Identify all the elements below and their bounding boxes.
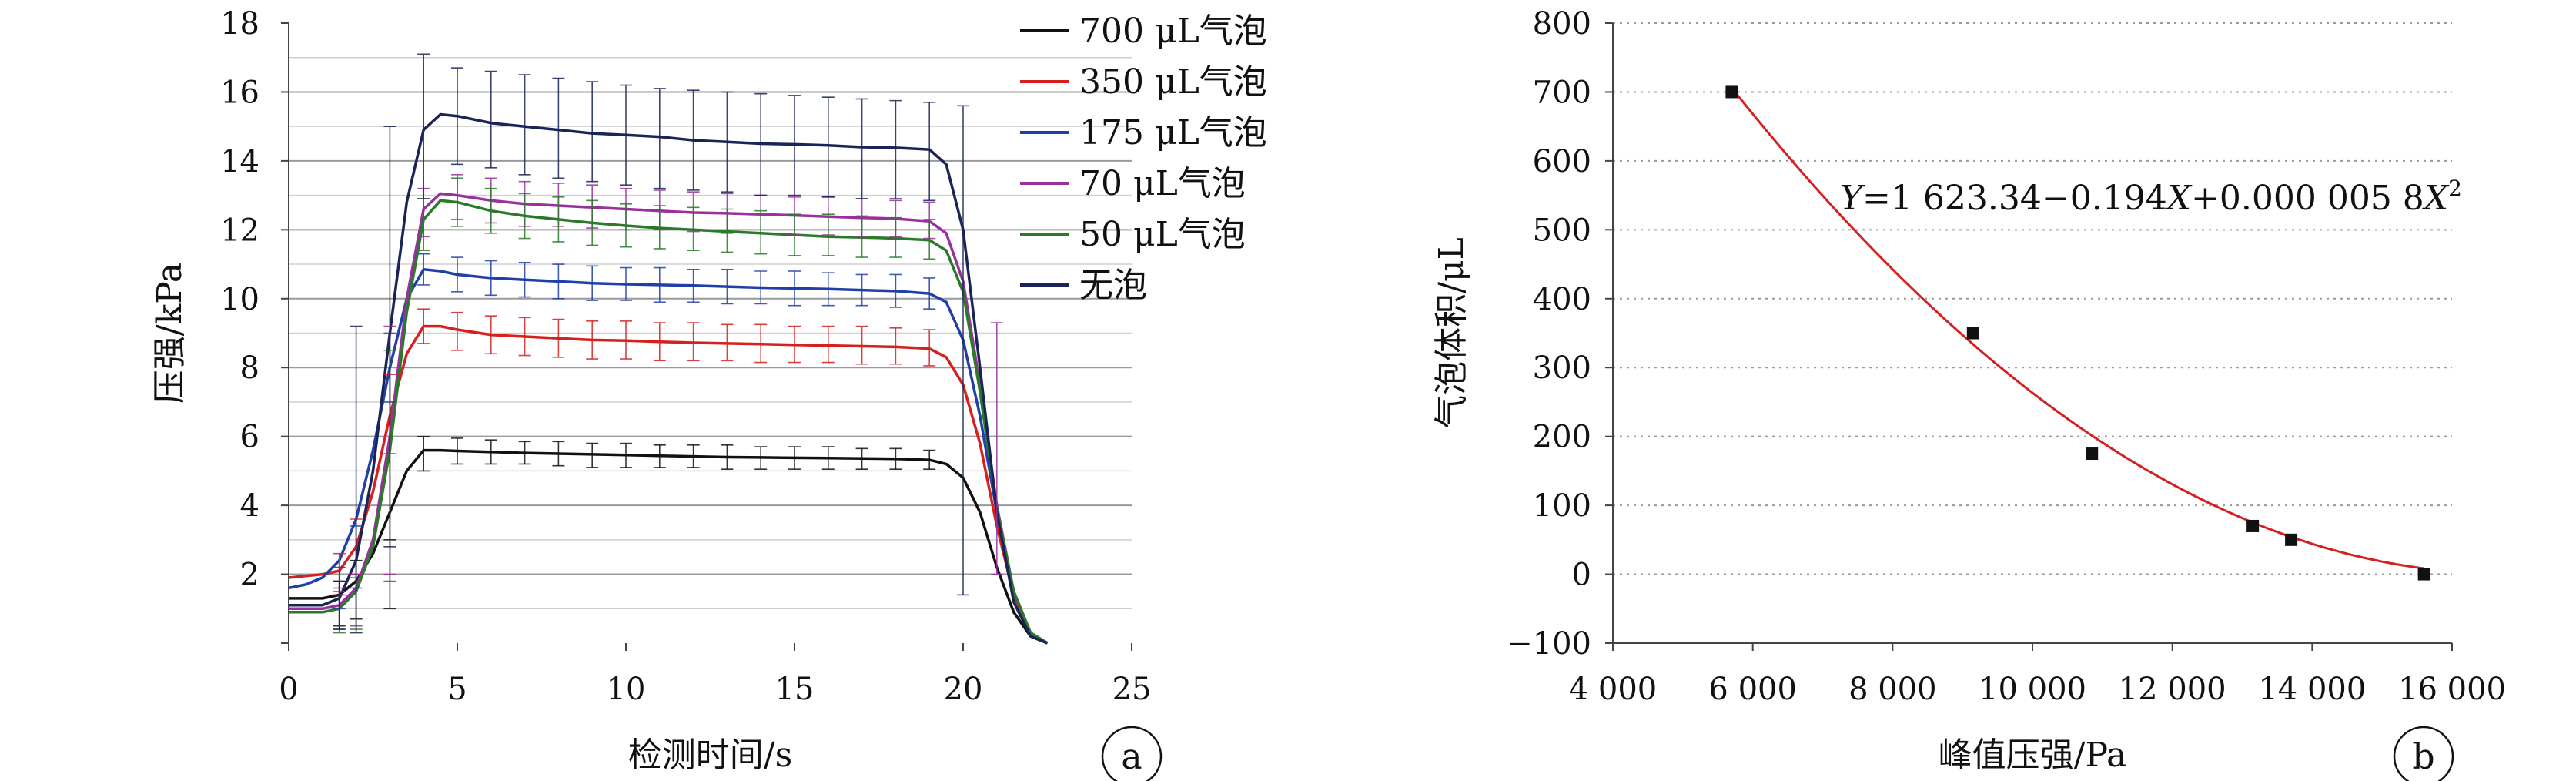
x-tick-label: 10 000 [1979,672,2086,707]
data-point [2246,519,2260,532]
y-gridlines [1613,22,2452,575]
legend-label: 175 μL气泡 [1079,113,1267,153]
y-tick-label: 200 [1533,420,1591,455]
y-tick-label: 600 [1533,144,1591,179]
y-tick-label: 0 [1572,558,1591,593]
legend-label: 70 μL气泡 [1079,164,1246,203]
series-line [289,192,1049,645]
y-tick-label: −100 [1507,626,1591,662]
y-tick-label: 14 [220,144,259,179]
x-tick-label: 14 000 [2258,672,2366,707]
tick-labels: 2 4 6 8 10 12 14 16 18 0 5 10 15 20 25 [220,6,1151,707]
data-point [2285,533,2298,546]
panel-tag-b: b [2393,726,2454,781]
series-line [289,448,1049,645]
y-tick-label: 8 [240,350,259,386]
x-tick-label: 8 000 [1848,672,1937,707]
series-lines [288,112,1049,645]
x-tick-label: 4 000 [1569,672,1658,707]
data-point [2417,568,2430,581]
y-tick-label: 500 [1533,213,1591,248]
x-tick-label: 0 [279,672,298,707]
eq-main: =1 623.34−0.194 [1862,179,2167,218]
series-line [288,324,1049,645]
y-axis-label: 气泡体积/μL [1432,237,1471,429]
y-axis-label: 压强/kPa [150,263,189,404]
error-bars [333,53,1003,634]
x-axis-label: 峰值压强/Pa [1939,736,2127,775]
eq-y: Y [1840,179,1865,218]
panel-tag-circle [2393,726,2454,781]
eq-x2: X [2422,179,2450,218]
axes [1605,22,2453,651]
y-tick-label: 100 [1533,488,1591,524]
x-axis-label: 检测时间/s [628,736,792,775]
series-line [289,199,1049,645]
x-tick-label: 16 000 [2398,672,2506,707]
y-tick-label: 700 [1533,75,1591,110]
legend-label: 50 μL气泡 [1079,215,1246,254]
x-tick-label: 25 [1112,672,1152,707]
y-tick-label: 400 [1533,282,1591,317]
y-tick-label: 10 [220,282,259,317]
data-point [1725,85,1738,99]
legend-label: 无泡 [1079,266,1147,305]
y-tick-label: 18 [220,6,259,42]
y-tick-label: 300 [1533,350,1591,386]
panel-tag-letter: a [1121,736,1142,777]
x-tick-label: 12 000 [2119,672,2226,707]
x-tick-label: 10 [607,672,646,707]
x-tick-label: 15 [775,672,815,707]
y-tick-label: 6 [240,420,259,455]
eq-plus: +0.000 005 8 [2191,179,2424,218]
volume-pressure-chart: −100 0 100 200 300 400 500 600 700 800 4 000 6 000 8… [1432,6,2506,781]
eq-x1: X [2165,179,2193,218]
y-tick-label: 800 [1533,6,1591,42]
panel-tag-letter: b [2412,736,2434,777]
legend-label: 350 μL气泡 [1079,62,1267,102]
data-points [1725,85,2430,581]
data-point [2086,447,2099,461]
eq-sup: 2 [2448,176,2462,201]
panel-tag-circle [1101,726,1163,781]
y-tick-label: 16 [220,75,259,110]
series-line [289,112,1049,645]
fit-curve [1731,87,2424,570]
tick-labels: −100 0 100 200 300 400 500 600 700 800 4 000 6 000 8… [1507,6,2506,707]
fit-equation: Y=1 623.34−0.194X+0.000 005 8X2 [1840,176,2462,218]
y-tick-label: 4 [240,488,259,524]
legend-label: 700 μL气泡 [1079,12,1267,51]
x-tick-label: 6 000 [1708,672,1797,707]
y-tick-label: 2 [240,558,259,593]
x-tick-label: 20 [944,672,983,707]
panel-tag-a: a [1101,726,1163,781]
x-tick-label: 5 [447,672,467,707]
data-point [1966,327,1979,340]
axes [281,22,1132,651]
series-line [288,268,1049,645]
pressure-time-chart: 2 4 6 8 10 12 14 16 18 0 5 10 15 20 25 检测时间/s 压强/kPa 7… [150,6,1267,781]
y-tick-label: 12 [220,213,259,248]
